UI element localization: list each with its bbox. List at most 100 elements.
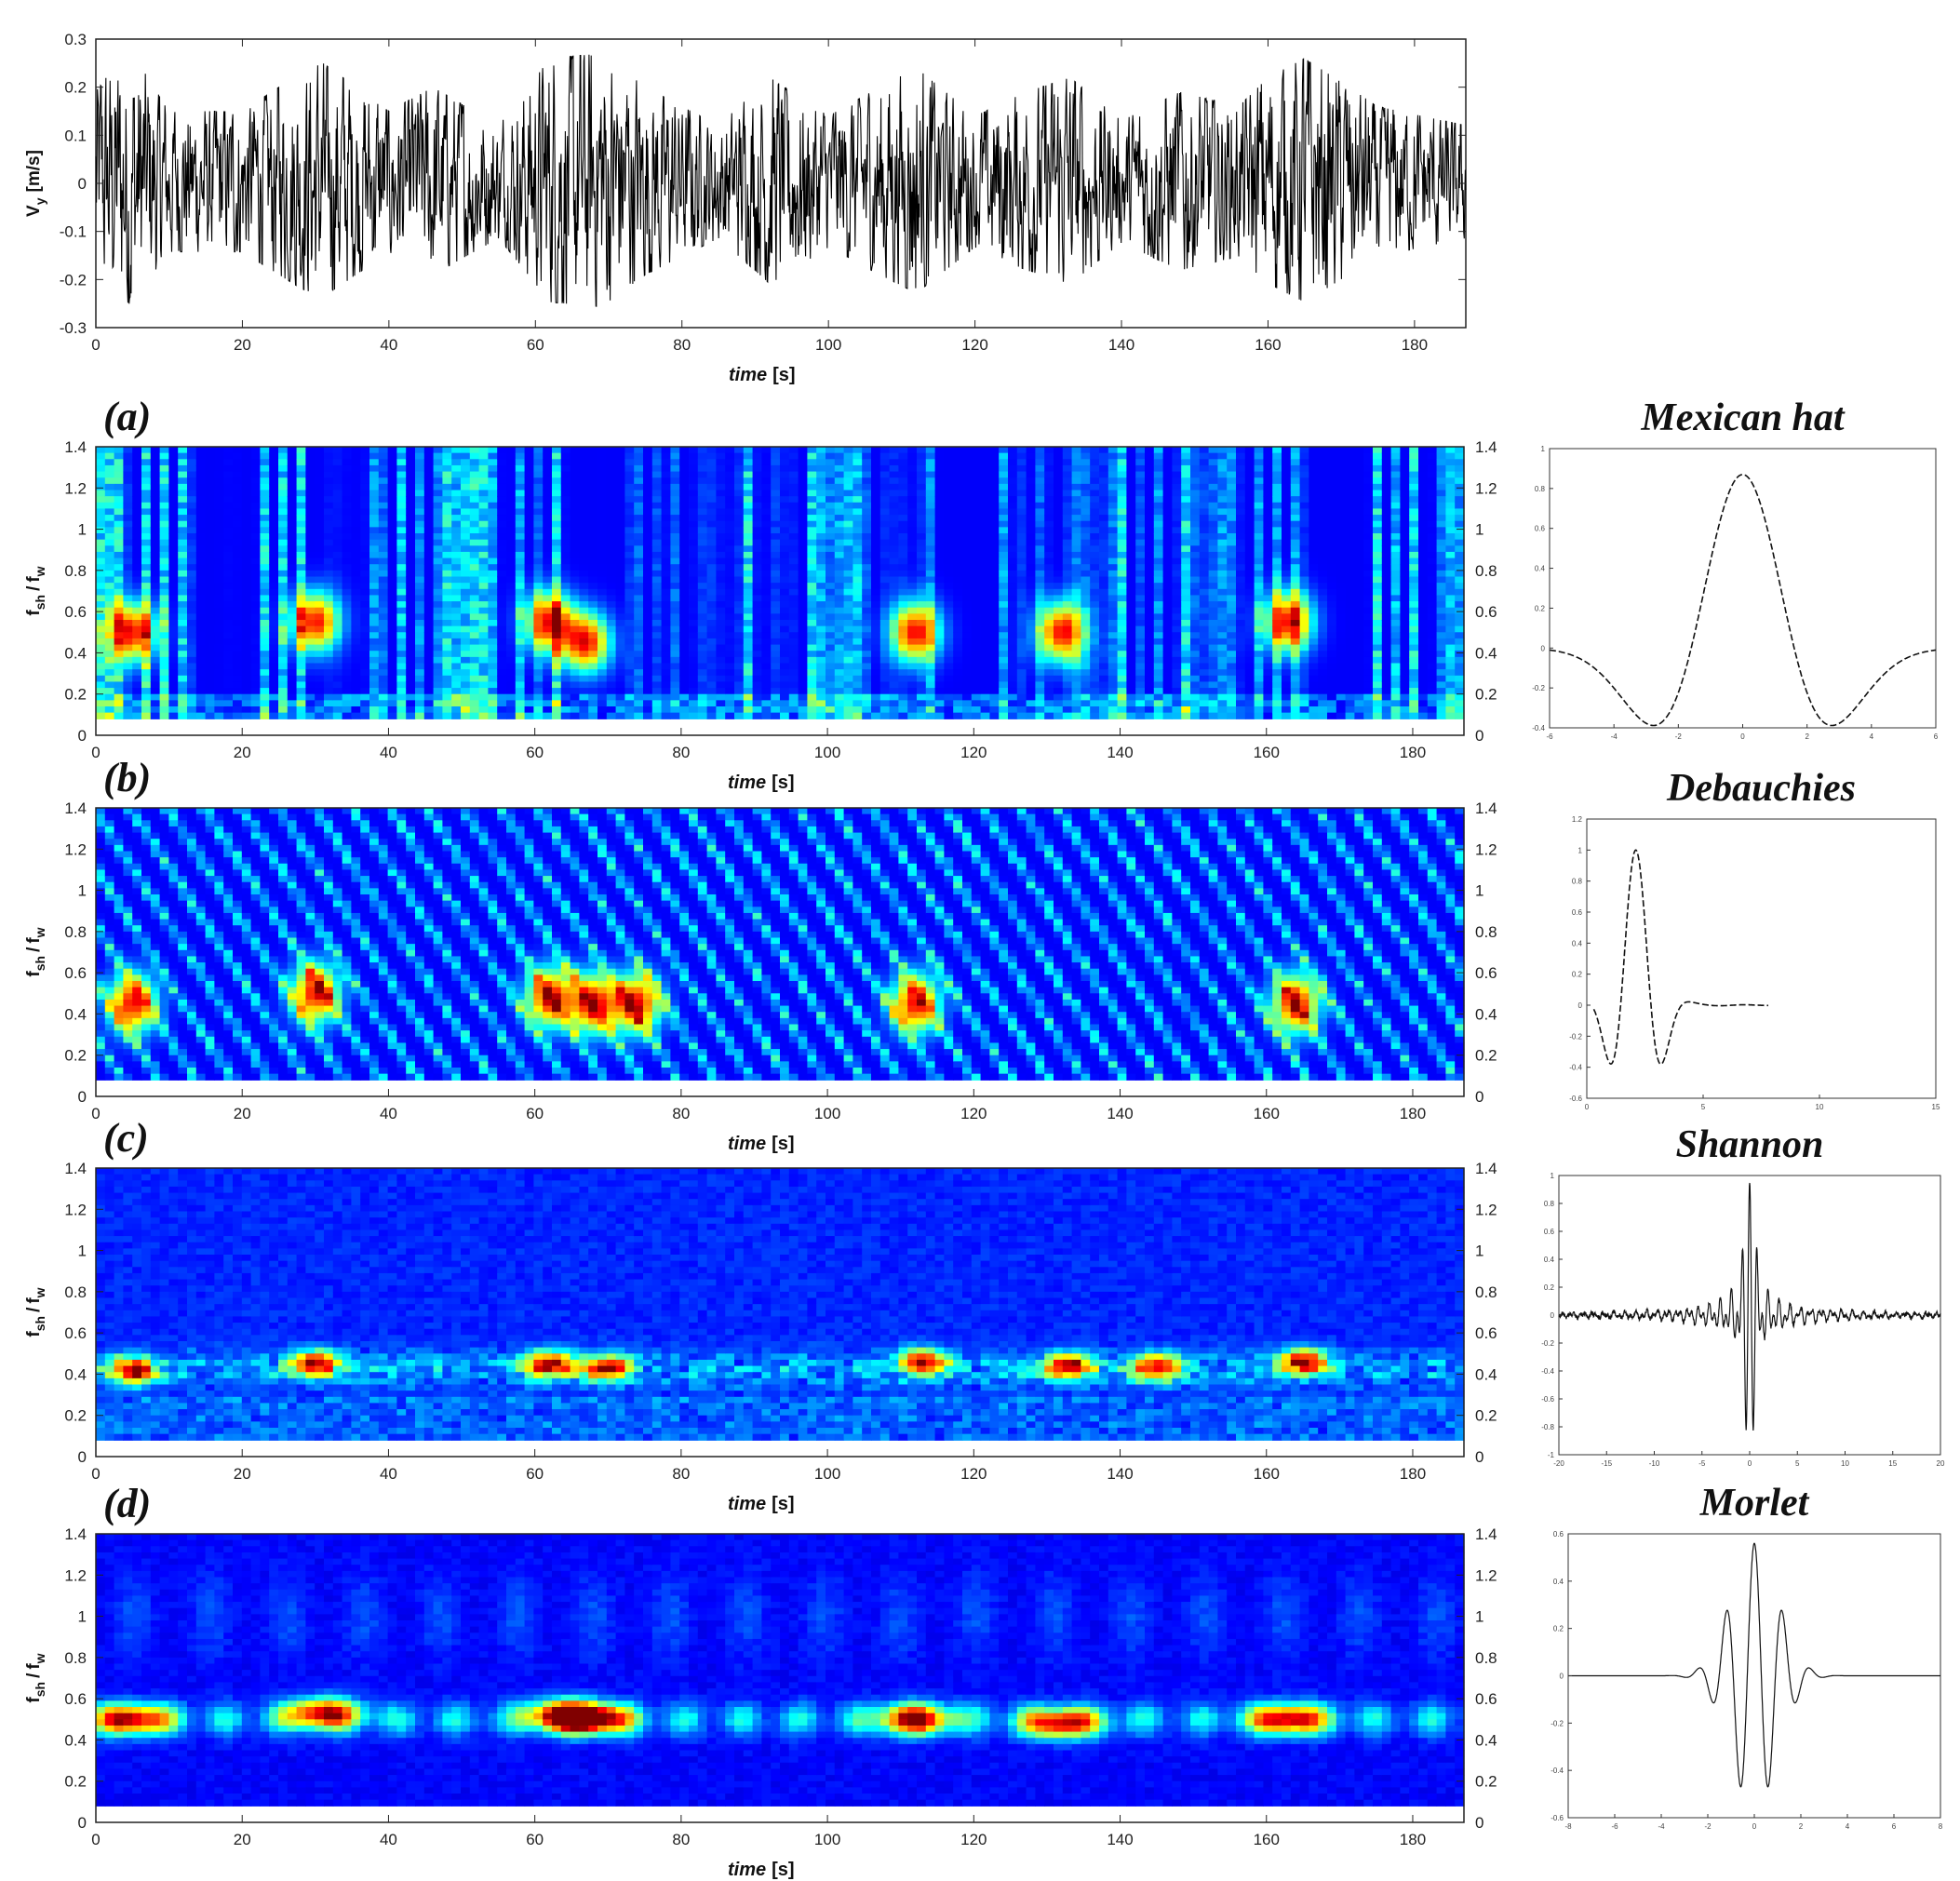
heatmap-cell bbox=[1072, 706, 1081, 713]
heatmap-cell bbox=[789, 496, 799, 503]
heatmap-cell bbox=[871, 694, 880, 701]
heatmap-cell bbox=[579, 459, 588, 465]
heatmap-cell bbox=[734, 669, 744, 676]
heatmap-cell bbox=[761, 638, 771, 645]
heatmap-cell bbox=[288, 558, 297, 565]
heatmap-cell bbox=[871, 477, 880, 484]
heatmap-cell bbox=[771, 645, 780, 652]
heatmap-cell bbox=[734, 613, 744, 620]
heatmap-cell bbox=[999, 577, 1008, 584]
heatmap-cell bbox=[1072, 490, 1081, 497]
heatmap-cell bbox=[333, 676, 342, 682]
heatmap-cell bbox=[907, 521, 917, 528]
heatmap-cell bbox=[178, 669, 187, 676]
heatmap-cell bbox=[698, 694, 707, 701]
heatmap-cell bbox=[579, 484, 588, 490]
heatmap-cell bbox=[835, 558, 844, 565]
heatmap-cell bbox=[753, 558, 762, 565]
heatmap-cell bbox=[123, 713, 132, 719]
heatmap-cell bbox=[862, 577, 871, 584]
heatmap-cell bbox=[369, 632, 379, 638]
heatmap-cell bbox=[835, 447, 844, 453]
heatmap-cell bbox=[288, 496, 297, 503]
heatmap-cell bbox=[725, 545, 734, 552]
heatmap-cell bbox=[333, 465, 342, 472]
heatmap-cell bbox=[461, 700, 470, 706]
heatmap-cell bbox=[799, 700, 808, 706]
heatmap-cell bbox=[634, 638, 643, 645]
heatmap-cell bbox=[926, 533, 935, 540]
heatmap-cell bbox=[269, 700, 278, 706]
heatmap-cell bbox=[525, 490, 534, 497]
heatmap-cell bbox=[588, 601, 597, 608]
heatmap-cell bbox=[278, 700, 288, 706]
heatmap-cell bbox=[461, 676, 470, 682]
heatmap-cell bbox=[890, 459, 899, 465]
heatmap-cell bbox=[288, 713, 297, 719]
heatmap-cell bbox=[789, 447, 799, 453]
heatmap-cell bbox=[972, 472, 981, 478]
heatmap-cell bbox=[771, 533, 780, 540]
heatmap-cell bbox=[552, 503, 561, 509]
heatmap-cell bbox=[168, 664, 178, 670]
heatmap-cell bbox=[561, 664, 571, 670]
heatmap-cell bbox=[989, 533, 999, 540]
heatmap-cell bbox=[989, 447, 999, 453]
heatmap-cell bbox=[470, 657, 479, 664]
heatmap-cell bbox=[652, 447, 662, 453]
heatmap-cell bbox=[880, 688, 890, 694]
heatmap-cell bbox=[579, 706, 588, 713]
heatmap-cell bbox=[935, 571, 945, 577]
heatmap-cell bbox=[707, 472, 717, 478]
heatmap-cell bbox=[753, 669, 762, 676]
heatmap-cell bbox=[525, 694, 534, 701]
heatmap-cell bbox=[506, 651, 516, 657]
heatmap-cell bbox=[871, 589, 880, 596]
heatmap-cell bbox=[214, 664, 223, 670]
heatmap-cell bbox=[233, 558, 242, 565]
heatmap-cell bbox=[251, 503, 261, 509]
heatmap-cell bbox=[1108, 583, 1118, 589]
heatmap-cell bbox=[926, 447, 935, 453]
heatmap-cell bbox=[351, 676, 360, 682]
heatmap-cell bbox=[269, 459, 278, 465]
heatmap-cell bbox=[1118, 465, 1127, 472]
heatmap-cell bbox=[141, 540, 151, 546]
heatmap-cell bbox=[561, 503, 571, 509]
heatmap-cell bbox=[525, 583, 534, 589]
heatmap-cell bbox=[989, 681, 999, 688]
heatmap-cell bbox=[497, 601, 506, 608]
heatmap-cell bbox=[698, 571, 707, 577]
heatmap-cell bbox=[744, 676, 753, 682]
heatmap-cell bbox=[497, 496, 506, 503]
heatmap-cell bbox=[214, 645, 223, 652]
heatmap-cell bbox=[1072, 681, 1081, 688]
heatmap-cell bbox=[953, 669, 962, 676]
heatmap-cell bbox=[744, 477, 753, 484]
heatmap-cell bbox=[297, 459, 306, 465]
heatmap-cell bbox=[926, 613, 935, 620]
heatmap-cell bbox=[497, 571, 506, 577]
heatmap-cell bbox=[1063, 472, 1072, 478]
heatmap-cell bbox=[260, 589, 269, 596]
heatmap-cell bbox=[479, 589, 489, 596]
heatmap-cell bbox=[525, 706, 534, 713]
heatmap-cell bbox=[506, 564, 516, 571]
heatmap-cell bbox=[516, 477, 525, 484]
heatmap-cell bbox=[624, 545, 634, 552]
heatmap-cell bbox=[396, 577, 406, 584]
heatmap-cell bbox=[953, 651, 962, 657]
heatmap-cell bbox=[890, 713, 899, 719]
heatmap-cell bbox=[871, 484, 880, 490]
heatmap-cell bbox=[434, 613, 443, 620]
heatmap-cell bbox=[451, 508, 461, 515]
heatmap-cell bbox=[151, 552, 160, 558]
heatmap-cell bbox=[315, 447, 324, 453]
heatmap-cell bbox=[725, 681, 734, 688]
heatmap-cell bbox=[989, 638, 999, 645]
heatmap-cell bbox=[753, 459, 762, 465]
heatmap-cell bbox=[187, 545, 196, 552]
heatmap-cell bbox=[616, 706, 625, 713]
heatmap-cell bbox=[826, 490, 835, 497]
heatmap-cell bbox=[826, 496, 835, 503]
